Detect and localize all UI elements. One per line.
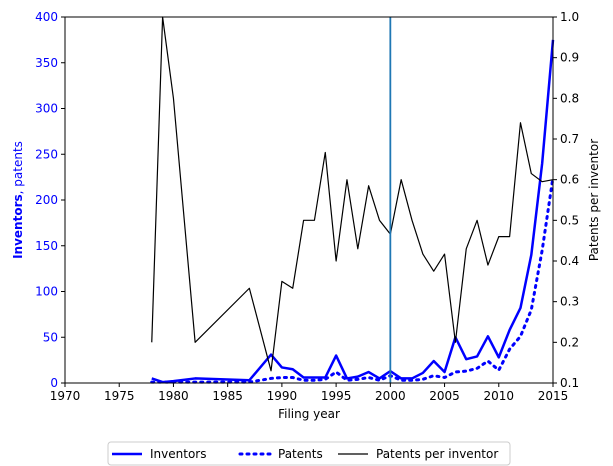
y-axis-label-bold: Inventors xyxy=(11,194,25,259)
x-tick-label: 1975 xyxy=(104,389,135,403)
y-tick-label: 300 xyxy=(35,102,58,116)
legend-label: Patents per inventor xyxy=(376,447,498,461)
x-tick-label: 2015 xyxy=(538,389,569,403)
y2-tick-label: 0.9 xyxy=(560,51,579,65)
y2-tick-label: 0.7 xyxy=(560,132,579,146)
x-axis-label: Filing year xyxy=(278,407,340,421)
x-tick-label: 1970 xyxy=(50,389,81,403)
y2-tick-label: 1.0 xyxy=(560,10,579,24)
y-axis-label: Inventors, patents xyxy=(11,141,25,259)
y2-tick-label: 0.8 xyxy=(560,91,579,105)
y2-tick-label: 0.2 xyxy=(560,335,579,349)
y2-tick-label: 0.1 xyxy=(560,376,579,390)
y2-axis-label: Patents per inventor xyxy=(587,139,601,261)
y2-tick-label: 0.4 xyxy=(560,254,579,268)
plot-frame xyxy=(64,16,554,384)
legend-label: Patents xyxy=(278,447,323,461)
series-line xyxy=(151,16,554,372)
x-tick-label: 1980 xyxy=(158,389,189,403)
y-tick-label: 200 xyxy=(35,193,58,207)
legend-label: Inventors xyxy=(150,447,206,461)
y2-tick-label: 0.6 xyxy=(560,173,579,187)
y-tick-label: 400 xyxy=(35,10,58,24)
series-line xyxy=(150,175,555,384)
y2-tick-label: 0.5 xyxy=(560,213,579,227)
y-tick-label: 50 xyxy=(43,330,58,344)
x-tick-label: 1985 xyxy=(212,389,243,403)
y-axis-label-rest: , patents xyxy=(11,141,25,194)
y-tick-label: 150 xyxy=(35,239,58,253)
legend-frame xyxy=(107,441,511,466)
x-tick-label: 2010 xyxy=(484,389,515,403)
x-tick-label: 1995 xyxy=(321,389,352,403)
x-tick-label: 2005 xyxy=(429,389,460,403)
y-tick-label: 100 xyxy=(35,285,58,299)
y2-tick-label: 0.3 xyxy=(560,295,579,309)
x-tick-label: 2000 xyxy=(375,389,406,403)
y-tick-label: 350 xyxy=(35,56,58,70)
x-tick-label: 1990 xyxy=(267,389,298,403)
y-tick-label: 250 xyxy=(35,147,58,161)
y-tick-label: 0 xyxy=(50,376,58,390)
